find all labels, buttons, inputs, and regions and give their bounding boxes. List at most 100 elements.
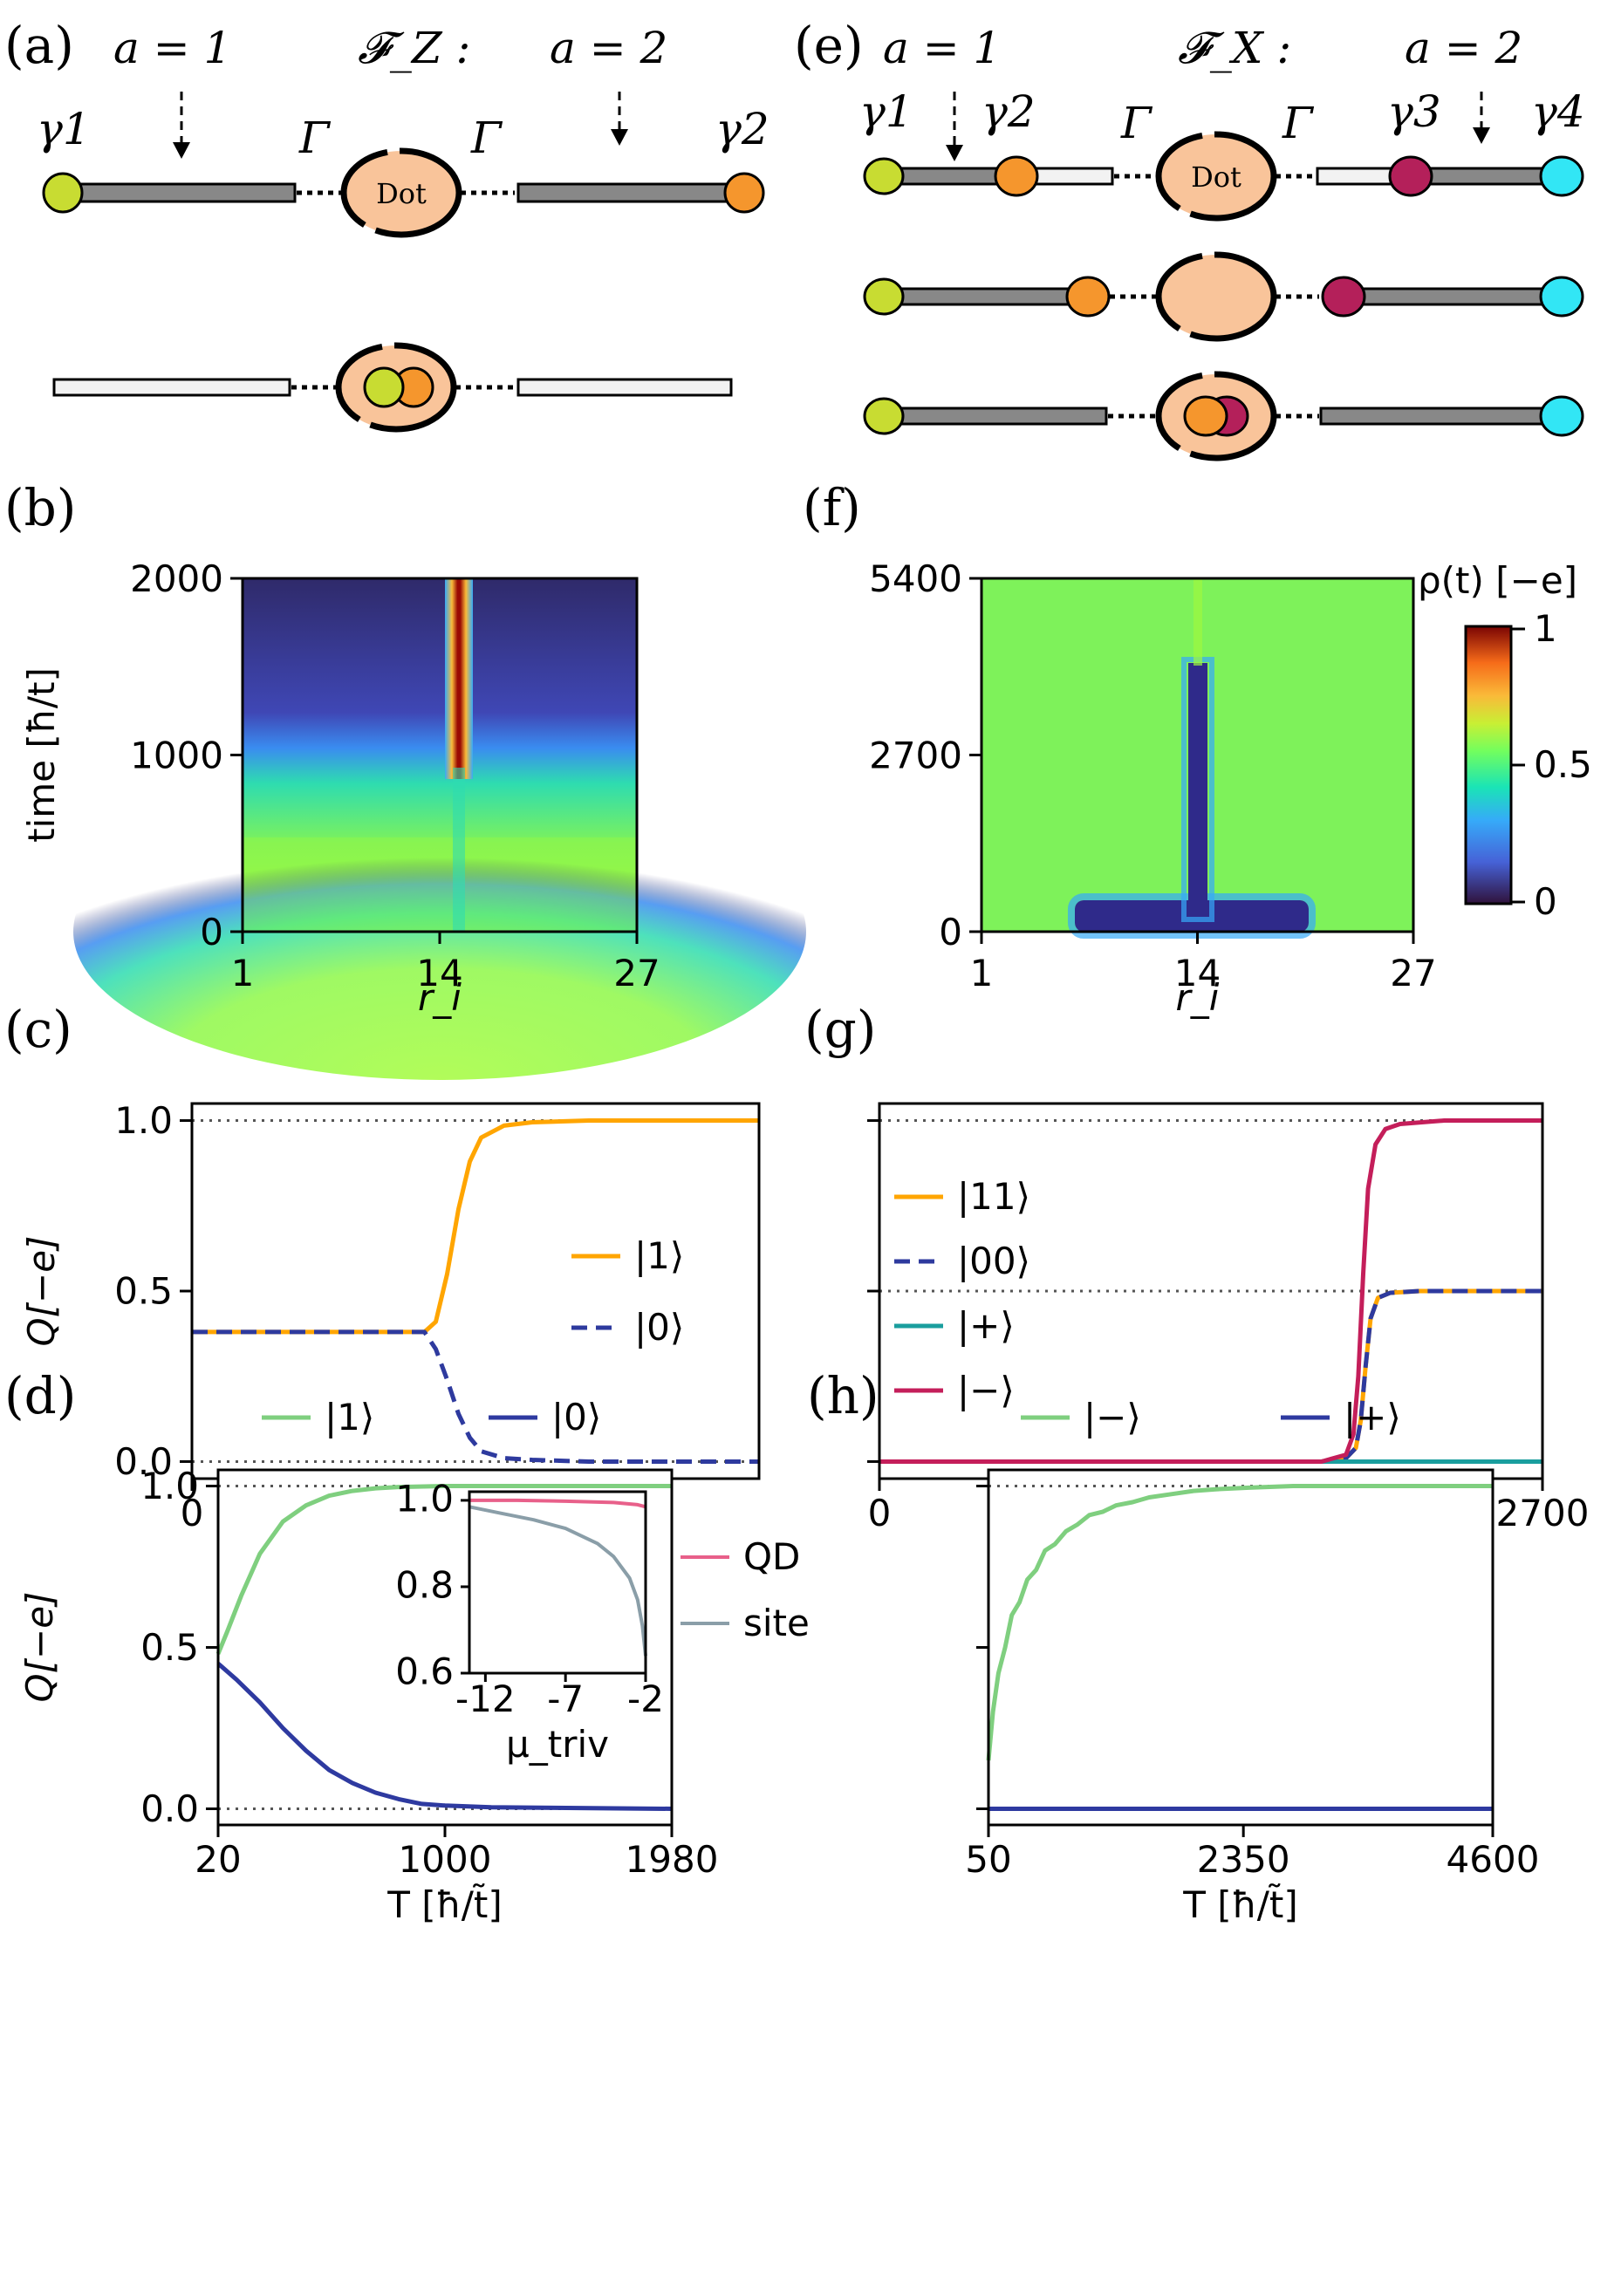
xtick-label-d-2: 1980: [626, 1838, 719, 1881]
ytick-label-d-0: 0.0: [140, 1787, 199, 1830]
heatmap-f-stem: [1188, 663, 1207, 916]
colorbar-label: ρ(t) [−e]: [1418, 559, 1577, 602]
xtick-label-d-inset-2: -2: [627, 1678, 664, 1720]
arrow-a1-head: [173, 142, 190, 159]
e-majorana3-g4: [1539, 395, 1584, 437]
panel-e-a1: a = 1: [883, 23, 1001, 73]
majorana-g2: [723, 172, 765, 214]
panel-a-a1: a = 1: [113, 23, 231, 73]
legend-label-d-0: |1⟩: [325, 1396, 374, 1438]
ytick-label-f-2: 5400: [869, 557, 962, 600]
quantum-dot-border: [340, 147, 462, 238]
chart-g: 013502700time [ħ/t̃]|11⟩|00⟩|+⟩|−⟩: [867, 1102, 1590, 1580]
panel-g-label: (g): [804, 1000, 876, 1059]
ytick-label-b-2: 2000: [130, 557, 223, 600]
e-majorana-g2: [994, 155, 1039, 197]
plot-area-d-inset: [469, 1492, 646, 1673]
xtick-label-d-1: 1000: [399, 1838, 492, 1881]
e-dot1-border: [1155, 131, 1277, 222]
ytick-label-d-inset-1: 0.8: [395, 1564, 454, 1607]
legend-label-c-0: |1⟩: [634, 1234, 684, 1277]
colorbar-tick-0: 0: [1534, 880, 1557, 923]
xtick-label-b-0: 1: [231, 952, 255, 994]
panel-d-label: (d): [4, 1366, 76, 1425]
colorbar: ρ(t) [−e] 1 0.5 0: [1418, 559, 1592, 923]
xtick-label-h-1: 2350: [1197, 1838, 1290, 1881]
panel-e-gamma-right: Γ: [1282, 98, 1315, 148]
panel-e-gamma-left: Γ: [1120, 98, 1153, 148]
xlabel-h: T [ħ/t̃]: [1182, 1883, 1298, 1926]
ylabel-c: Q[−e]: [20, 1236, 63, 1347]
heatmap-b-center-stripe: [453, 768, 465, 932]
xlabel-d-inset: μ_triv: [506, 1723, 609, 1766]
series-d-inset-1: [469, 1505, 647, 1657]
e-majorana-g1: [863, 157, 905, 195]
heatmap-f-top-stripe: [1194, 578, 1202, 666]
ytick-label-f-0: 0: [939, 911, 962, 953]
xtick-label-d-inset-0: -12: [455, 1678, 516, 1720]
ytick-label-b-1: 1000: [130, 735, 223, 777]
xtick-label-h-2: 4600: [1447, 1838, 1540, 1881]
ytick-label-d-inset-2: 1.0: [395, 1478, 454, 1520]
panel-a-gamma-left: Γ: [298, 113, 332, 163]
xtick-label-d-inset-1: -7: [547, 1678, 584, 1720]
ytick-label-b-0: 0: [200, 911, 223, 953]
arrow-e2-head: [1473, 127, 1490, 144]
heatmap-b-red-stripe: [445, 578, 473, 779]
ylabel-b: time [ħ/t]: [20, 667, 63, 843]
xtick-label-g-2: 2700: [1496, 1492, 1590, 1534]
series-d-inset-0: [469, 1498, 646, 1509]
frame-d-inset: [468, 1490, 647, 1675]
wire-left: [59, 182, 297, 203]
e-wire3-left: [879, 407, 1108, 426]
e-majorana-g4: [1539, 155, 1584, 197]
frame-h: [987, 1468, 1494, 1827]
e-majorana2-g1: [863, 277, 905, 316]
e-majorana3-g1: [863, 397, 905, 435]
frame-d: [216, 1468, 674, 1827]
e-majorana2-g3: [1321, 276, 1366, 318]
panel-b: (b) 1 14 27 0 1000 2000 r_i time [ħ/t]: [4, 478, 806, 1080]
heatmap-f-axes: 1 14 27 0 2700 5400 r_i: [869, 557, 1437, 1019]
legend-label-g-3: |−⟩: [957, 1369, 1015, 1411]
series-h-0: [986, 1484, 1493, 1761]
xtick-label-f-1: 14: [1174, 952, 1221, 994]
wire-right: [516, 182, 749, 203]
xtick-label-b-1: 14: [416, 952, 462, 994]
panel-e-g1: γ1: [859, 86, 913, 137]
chart-d: 20 1000 1980 0.0 0.5 1.0 T [ħ/t̃] Q[−e] |1⟩ |0⟩: [18, 1396, 718, 1926]
ytick-label-c-1: 0.5: [114, 1270, 173, 1313]
ylabel-d: Q[−e]: [18, 1592, 61, 1703]
series-d-1: [216, 1662, 673, 1811]
panel-e-title: 𝓕_X :: [1178, 23, 1291, 73]
chart-d-inset: -12 -7 -2 0.6 0.8 1.0 μ_triv QD site: [395, 1478, 810, 1766]
ytick-label-c-0: 0.0: [114, 1440, 173, 1483]
legend-label-h-1: |+⟩: [1344, 1396, 1401, 1438]
panel-a-label: (a): [4, 16, 74, 75]
ytick-label-f-1: 2700: [869, 735, 962, 777]
panel-a-title: 𝓕_Z :: [358, 23, 470, 73]
e-majorana2-g2: [1065, 276, 1111, 318]
plot-area-h: [988, 1470, 1493, 1825]
panel-e-diagram: (e) a = 1 𝓕_X : a = 2 γ1 γ2 Γ Γ γ3 γ4 Do…: [794, 16, 1585, 461]
panel-a-a2: a = 2: [550, 23, 667, 73]
panel-a-g2: γ2: [715, 104, 769, 154]
majorana-g1-final: [363, 366, 405, 408]
series-g-3: [879, 1118, 1542, 1464]
arrow-e1-head: [946, 145, 963, 161]
colorbar-tick-1: 1: [1534, 607, 1557, 650]
e-wire1-right-topo: [1410, 167, 1562, 186]
legend-label-d-inset-1: site: [743, 1602, 810, 1644]
ytick-label-c-2: 1.0: [114, 1099, 173, 1142]
ytick-label-d-2: 1.0: [140, 1465, 199, 1507]
xtick-label-f-2: 27: [1390, 952, 1436, 994]
colorbar-tick-0-5: 0.5: [1534, 743, 1592, 786]
e-wire2-left: [879, 287, 1090, 306]
wire-right-final: [516, 378, 733, 397]
xlabel-f: r_i: [1176, 976, 1220, 1019]
e-dot3-border: [1155, 371, 1277, 461]
xlabel-d: T [ħ/t̃]: [386, 1883, 503, 1926]
xtick-label-d-0: 20: [195, 1838, 241, 1881]
majorana-g1: [42, 172, 84, 214]
